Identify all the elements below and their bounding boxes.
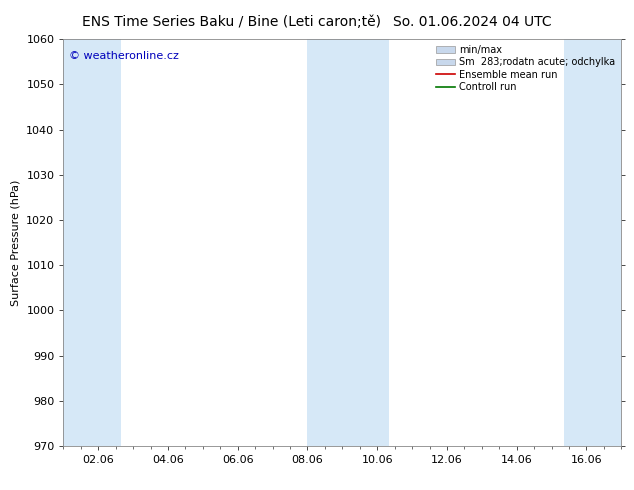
Text: So. 01.06.2024 04 UTC: So. 01.06.2024 04 UTC xyxy=(393,15,552,29)
Bar xyxy=(63,39,93,446)
Legend: min/max, Sm  283;rodatn acute; odchylka, Ensemble mean run, Controll run: min/max, Sm 283;rodatn acute; odchylka, … xyxy=(433,42,618,95)
Bar xyxy=(93,39,121,446)
Bar xyxy=(337,39,389,446)
Y-axis label: Surface Pressure (hPa): Surface Pressure (hPa) xyxy=(11,179,21,306)
Bar xyxy=(307,39,337,446)
Text: ENS Time Series Baku / Bine (Leti caron;tě): ENS Time Series Baku / Bine (Leti caron;… xyxy=(82,15,382,29)
Bar xyxy=(564,39,592,446)
Bar xyxy=(592,39,621,446)
Text: © weatheronline.cz: © weatheronline.cz xyxy=(69,51,179,61)
